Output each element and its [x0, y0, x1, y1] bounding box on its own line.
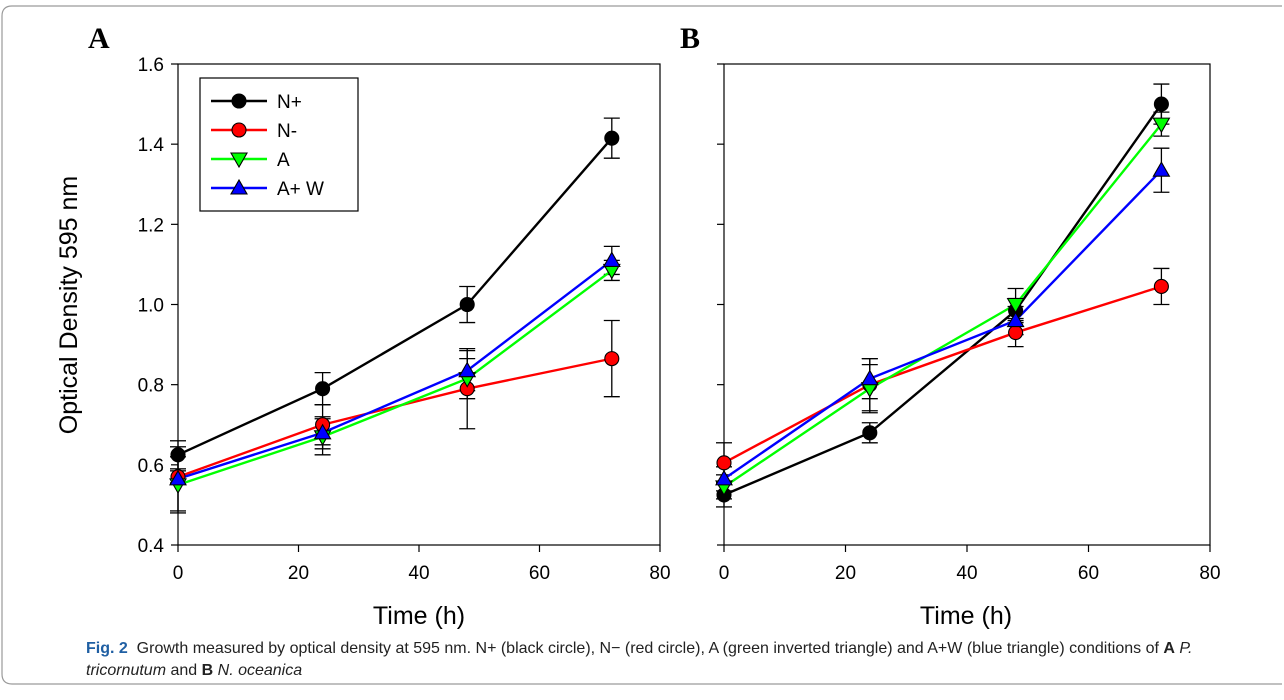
series-line [723, 169, 1163, 480]
data-point [1008, 325, 1024, 341]
data-point [716, 455, 732, 471]
x-tick-label: 20 [835, 563, 856, 584]
y-tick-label: 1.4 [138, 135, 165, 156]
x-tick-label: 0 [173, 563, 184, 584]
series-line [723, 123, 1163, 488]
y-axis-label: Optical Density 595 nm [55, 176, 83, 434]
x-tick-label: 60 [529, 563, 550, 584]
legend-marker [231, 93, 247, 109]
data-point [1006, 297, 1025, 314]
caption-figure-label: Fig. 2 [86, 640, 128, 657]
y-tick-label: 1.6 [138, 55, 164, 76]
series-line [177, 259, 613, 481]
data-point [315, 381, 331, 397]
y-tick-label: 0.8 [138, 376, 164, 397]
caption-panel-a-ref: A [1163, 640, 1175, 657]
legend-label: A+ W [277, 179, 324, 200]
data-point [169, 469, 187, 486]
y-tick-label: 1.0 [138, 296, 164, 317]
legend-label: A [277, 150, 290, 171]
y-tick-label: 0.6 [138, 456, 164, 477]
data-point [458, 361, 477, 378]
x-tick-label: 80 [649, 563, 670, 584]
figure-caption: Fig. 2 Growth measured by optical densit… [86, 638, 1266, 682]
x-tick-label: 0 [719, 563, 730, 584]
legend: N+ N- A A+ W [199, 77, 359, 212]
data-point [1152, 117, 1171, 134]
series-line [177, 137, 613, 456]
data-point [1153, 278, 1169, 295]
series-line [723, 285, 1162, 464]
panel-label: B [680, 22, 700, 55]
data-point [1006, 311, 1025, 328]
y-tick-label: 1.2 [138, 215, 164, 236]
series-line [177, 269, 613, 487]
data-point [459, 296, 475, 313]
plot-area-frame [723, 63, 1211, 546]
y-tick-label: 0.4 [138, 536, 165, 557]
data-point [602, 251, 621, 267]
legend-marker [230, 152, 248, 169]
figure-border [1, 5, 1282, 685]
x-tick-label: 40 [408, 563, 429, 584]
data-point [715, 469, 733, 486]
legend-marker [230, 178, 248, 195]
caption-text: Growth measured by optical density at 59… [136, 640, 1164, 657]
x-axis-label: Time (h) [373, 602, 465, 630]
series-line [723, 103, 1163, 496]
data-point [604, 351, 620, 367]
caption-species-a: P. tricornutum [86, 640, 1193, 679]
x-tick-label: 60 [1078, 563, 1099, 584]
data-point [313, 423, 332, 440]
data-point [862, 425, 878, 441]
caption-panel-b-ref: B [201, 662, 214, 679]
caption-text-and: and [166, 662, 202, 679]
panel-a: A Optical Density 595 nm Time (h) 0 20 40 6… [55, 22, 671, 630]
x-tick-label: 40 [956, 563, 977, 584]
data-point [604, 130, 620, 146]
x-tick-label: 80 [1199, 563, 1220, 584]
data-point [170, 447, 186, 463]
data-point [860, 369, 879, 386]
data-point [1152, 161, 1171, 177]
caption-species-b: N. oceanica [217, 662, 303, 679]
panel-b: B Time (h) 0 20 40 60 80 [680, 22, 1221, 630]
legend-label: N+ [277, 92, 302, 113]
panel-label: A [88, 22, 110, 55]
legend-label: N- [277, 121, 297, 142]
x-tick-label: 20 [288, 563, 309, 584]
data-point [1153, 96, 1169, 112]
legend-marker [231, 122, 247, 138]
x-axis-label: Time (h) [920, 602, 1012, 630]
